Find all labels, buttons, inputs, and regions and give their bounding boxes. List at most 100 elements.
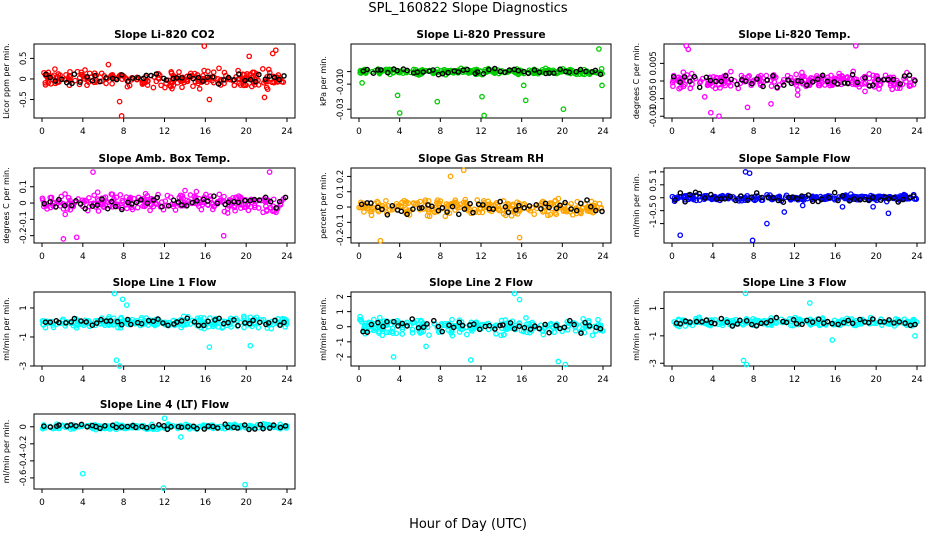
sample-point: [158, 203, 165, 210]
sample-point: [885, 196, 892, 202]
sample-point: [183, 202, 190, 209]
sample-point: [394, 67, 400, 74]
data-point: [568, 200, 574, 207]
sample-point: [178, 424, 185, 431]
data-point: [167, 194, 174, 201]
data-point: [371, 316, 377, 323]
sample-point: [375, 319, 381, 326]
data-point: [251, 423, 258, 430]
sample-point: [764, 77, 770, 83]
data-point: [224, 210, 231, 216]
y-axis-label: ml/min per min.: [632, 297, 641, 361]
data-point: [42, 79, 49, 86]
sample-point: [878, 197, 884, 203]
sample-point: [231, 77, 237, 83]
sample-point: [368, 321, 375, 328]
x-tick-label: 24: [281, 252, 293, 262]
sample-point: [450, 324, 457, 331]
data-point: [52, 66, 58, 72]
outlier-point: [123, 302, 130, 308]
sample-point: [765, 194, 772, 201]
sample-point: [150, 318, 157, 325]
data-point: [697, 78, 704, 85]
sample-point: [140, 75, 147, 82]
panel-6: Slope Sample Flow ml/min per min. -1-0.5 0 0…: [632, 153, 926, 262]
sample-point: [242, 77, 248, 84]
data-point: [179, 84, 185, 91]
sample-point: [785, 77, 791, 83]
sample-point: [557, 325, 563, 332]
x-tick-label: 4: [397, 375, 403, 385]
sample-point: [854, 79, 861, 86]
sample-point: [708, 191, 714, 198]
data-point: [181, 202, 188, 209]
sample-point: [593, 207, 599, 214]
outlier-point: [912, 333, 918, 339]
sample-point: [891, 320, 897, 326]
sample-point: [98, 316, 104, 323]
sample-point: [901, 73, 908, 79]
data-point: [123, 194, 130, 200]
sample-point: [546, 329, 552, 336]
sample-point: [532, 323, 538, 329]
data-point: [399, 326, 406, 333]
data-point: [569, 211, 576, 218]
outlier-point: [743, 361, 750, 368]
data-point: [76, 81, 83, 88]
data-point: [788, 77, 795, 84]
sample-point: [677, 190, 684, 196]
sample-point: [270, 422, 277, 428]
data-point: [154, 321, 161, 328]
sample-point: [368, 200, 374, 206]
data-point: [82, 197, 88, 204]
sample-point: [728, 76, 735, 83]
sample-point: [118, 321, 125, 328]
sample-point: [599, 208, 605, 215]
outlier-point: [60, 236, 67, 242]
y-tick-label: 0: [336, 69, 346, 74]
sample-point: [277, 322, 283, 328]
y-tick-label: -0.03: [336, 98, 346, 120]
data-point: [244, 71, 250, 77]
data-point: [42, 324, 49, 331]
outlier-point: [768, 101, 774, 107]
data-point: [717, 85, 723, 91]
sample-point: [718, 315, 725, 322]
y-tick-label: 0: [336, 204, 346, 209]
outlier-point: [201, 43, 208, 49]
sample-point: [163, 77, 170, 83]
data-point: [50, 202, 56, 209]
panel-title: Slope Li-820 CO2: [114, 29, 215, 41]
outlier-point: [396, 110, 403, 116]
data-point: [147, 207, 153, 214]
sample-point: [113, 76, 120, 83]
outlier-point: [744, 104, 751, 111]
sample-point: [895, 199, 902, 205]
sample-point: [578, 330, 584, 336]
sample-point: [99, 196, 105, 202]
sample-point: [378, 67, 384, 73]
sample-point: [906, 72, 913, 78]
x-tick-label: 16: [200, 127, 212, 137]
sample-point: [521, 68, 527, 75]
outlier-point: [885, 210, 892, 217]
x-tick-label: 20: [870, 127, 882, 137]
data-point: [203, 191, 209, 198]
sample-point: [389, 202, 396, 209]
y-tick-label: -0.6: [19, 470, 29, 487]
sample-point: [174, 319, 180, 325]
data-point: [500, 198, 507, 204]
sample-point: [380, 323, 386, 330]
sample-point: [370, 70, 377, 76]
sample-point: [696, 84, 703, 91]
panel-title: Slope Amb. Box Temp.: [99, 153, 231, 165]
outlier-point: [242, 481, 248, 488]
sample-point: [527, 326, 534, 333]
data-point: [162, 84, 168, 91]
x-tick-label: 16: [200, 498, 212, 508]
x-tick-label: 4: [710, 252, 716, 262]
outlier-point: [516, 296, 523, 303]
sample-point: [127, 321, 134, 328]
sample-point: [768, 317, 774, 324]
